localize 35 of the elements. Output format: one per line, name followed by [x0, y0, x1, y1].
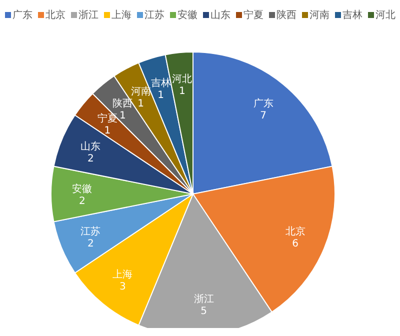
legend-label: 山东 — [210, 8, 230, 22]
data-label: 2 — [87, 238, 94, 250]
data-label: 1 — [104, 126, 111, 137]
slice-label: 安徽 — [72, 183, 92, 195]
legend-label: 广东 — [12, 8, 32, 22]
slice-label: 浙江 — [194, 293, 214, 306]
data-label: 3 — [120, 282, 126, 293]
legend-label: 吉林 — [342, 8, 362, 22]
slice-label: 吉林 — [150, 77, 171, 90]
slice-label: 山东 — [80, 140, 101, 153]
slice-label: 陕西 — [112, 97, 133, 110]
slice-label: 上海 — [112, 268, 133, 281]
data-label: 1 — [120, 110, 126, 122]
data-label: 2 — [87, 154, 94, 165]
legend-label: 浙江 — [78, 8, 98, 22]
data-label: 2 — [79, 196, 86, 207]
data-label: 7 — [260, 110, 266, 122]
slice-label: 河南 — [130, 85, 151, 98]
slice-label: 广东 — [253, 97, 274, 110]
legend-label: 江苏 — [144, 8, 164, 22]
data-label: 1 — [158, 90, 164, 102]
data-label: 1 — [178, 86, 186, 97]
legend-label: 河北 — [374, 8, 396, 22]
legend-label: 河南 — [308, 8, 330, 22]
slice-label: 江苏 — [80, 225, 101, 238]
data-label: 6 — [292, 238, 299, 250]
legend-label: 上海 — [110, 8, 132, 22]
data-label: 5 — [200, 306, 208, 318]
legend-label: 宁夏 — [242, 8, 264, 22]
legend-label: 安徽 — [176, 8, 198, 22]
slice-label: 河北 — [172, 72, 192, 85]
slice-label: 北京 — [285, 225, 306, 238]
legend-label: 北京 — [44, 8, 66, 22]
legend-label: 陕西 — [276, 8, 296, 22]
data-label: 1 — [138, 98, 144, 110]
